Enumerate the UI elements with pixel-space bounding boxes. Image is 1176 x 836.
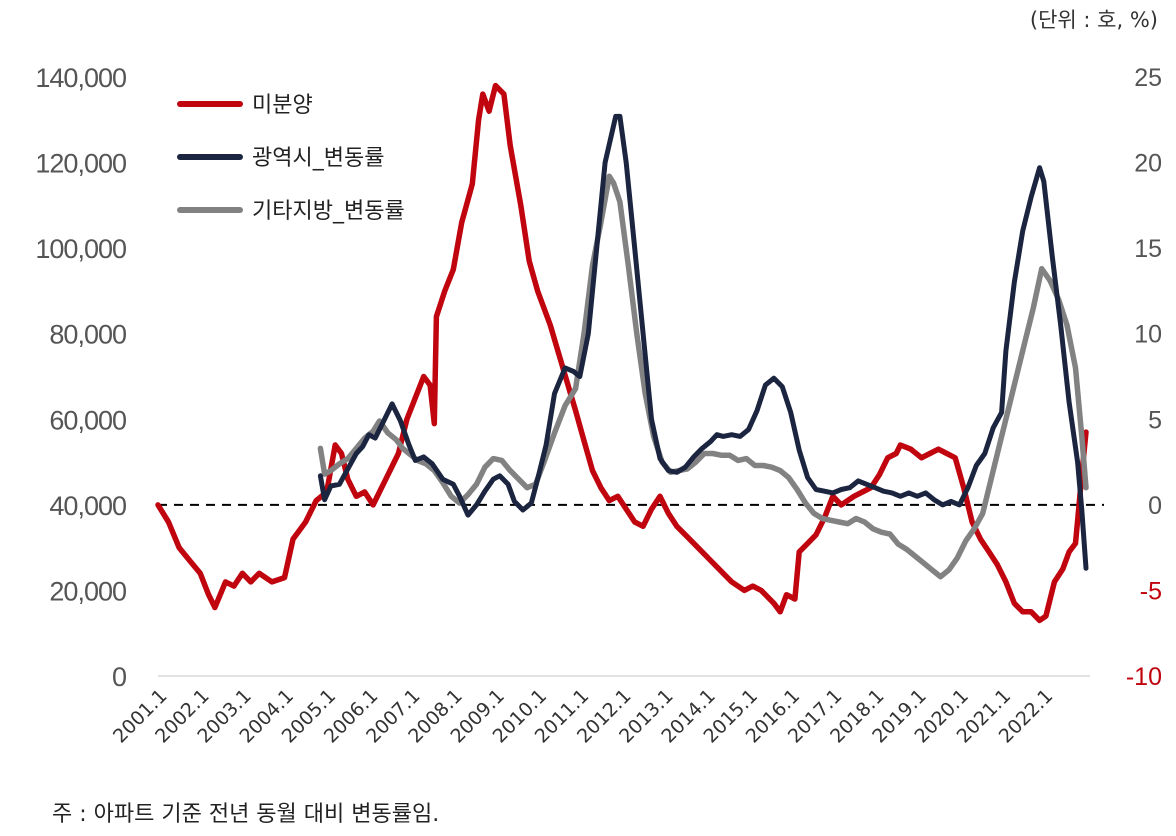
series-layer bbox=[155, 82, 1089, 624]
legend-label: 광역시_변동률 bbox=[252, 146, 384, 171]
left-tick-label: 80,000 bbox=[49, 320, 126, 350]
x-axis: 2001.12002.12003.12004.12005.12006.12007… bbox=[109, 685, 1057, 748]
right-tick-label: 5 bbox=[1148, 406, 1162, 434]
left-tick-label: 20,000 bbox=[49, 576, 126, 606]
right-tick-label: -5 bbox=[1140, 577, 1162, 605]
right-axis: -10 -5 0 5 10 15 20 25 bbox=[1126, 64, 1162, 691]
right-tick-label: 10 bbox=[1134, 321, 1162, 349]
unit-label: (단위 : 호, %) bbox=[1029, 8, 1158, 32]
right-tick-label: 20 bbox=[1134, 150, 1162, 178]
left-tick-label: 140,000 bbox=[35, 63, 126, 93]
left-axis: 0 20,000 40,000 60,000 80,000 100,000 120,000 1… bbox=[35, 63, 127, 692]
legend-label: 기타지방_변동률 bbox=[252, 199, 405, 224]
left-tick-label: 0 bbox=[112, 662, 126, 692]
right-tick-label: 25 bbox=[1134, 64, 1162, 92]
series-line bbox=[155, 82, 1089, 624]
line-chart: 0 20,000 40,000 60,000 80,000 100,000 120,000 1… bbox=[35, 63, 1162, 748]
footnote: 주 : 아파트 기준 전년 동월 대비 변동률임. bbox=[52, 802, 440, 827]
series-line bbox=[317, 113, 1089, 571]
left-tick-label: 40,000 bbox=[49, 491, 126, 521]
left-tick-label: 60,000 bbox=[49, 405, 126, 435]
right-tick-label: 15 bbox=[1134, 235, 1162, 263]
right-tick-label: -10 bbox=[1126, 663, 1162, 691]
legend-label: 미분양 bbox=[252, 93, 313, 118]
right-tick-label: 0 bbox=[1148, 492, 1162, 520]
left-tick-label: 100,000 bbox=[35, 234, 126, 264]
left-tick-label: 120,000 bbox=[35, 149, 126, 179]
